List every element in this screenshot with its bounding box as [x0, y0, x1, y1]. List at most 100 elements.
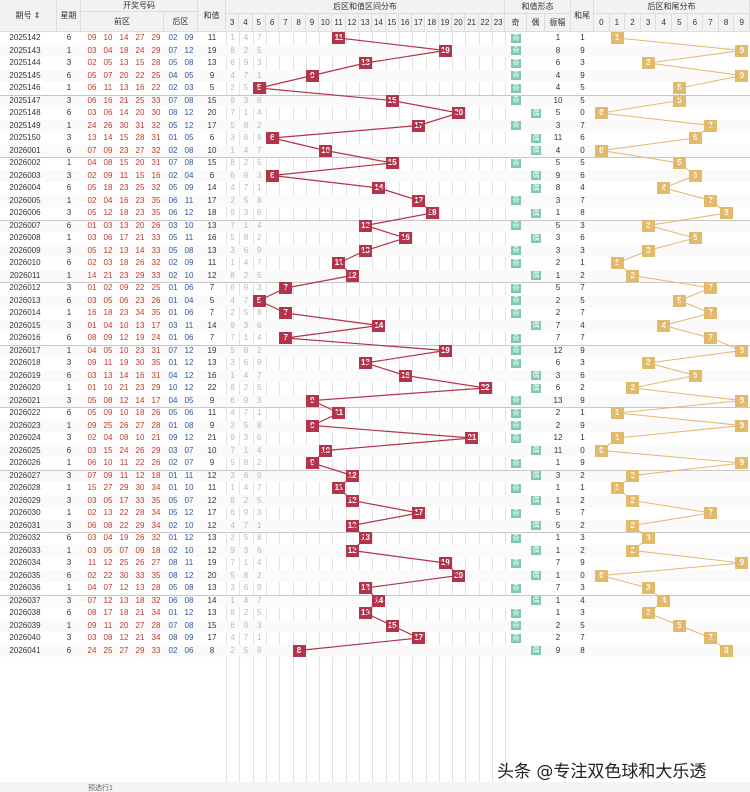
header-back: 后区 — [164, 12, 198, 32]
front-number: 14 — [135, 245, 145, 255]
header-sum-label: 和值 — [203, 11, 220, 20]
tail-col-label: 2 — [630, 18, 635, 27]
tail-marker: 0 — [595, 144, 608, 157]
period-cell: 2026029 — [9, 495, 41, 505]
sum-miss-count: 5 — [257, 270, 262, 280]
sum-miss-count: 3 — [230, 245, 235, 255]
front-number: 31 — [151, 345, 161, 355]
sum-miss-count: 7 — [243, 408, 249, 417]
footer-label[interactable]: 预选行1 — [88, 785, 113, 792]
back-number: 08 — [184, 595, 194, 605]
front-number: 11 — [87, 558, 97, 567]
sum-col-label: 13 — [360, 18, 370, 27]
front-number: 21 — [151, 433, 161, 442]
header-sum-shape: 和值形态 — [505, 0, 571, 14]
amplitude-value: 7 — [555, 583, 561, 592]
front-number: 24 — [135, 45, 145, 55]
sum-miss-count: 4 — [257, 108, 262, 117]
sum-miss-count: 2 — [230, 420, 235, 430]
weekday-cell: 3 — [66, 358, 72, 367]
front-number: 23 — [119, 145, 129, 155]
tail-marker: 2 — [626, 519, 640, 532]
sum-miss-count: 8 — [257, 645, 262, 655]
back-number: 05 — [168, 183, 178, 192]
front-number: 29 — [151, 45, 161, 55]
tail-col-label: 1 — [614, 18, 620, 27]
tail-marker: 1 — [610, 32, 624, 44]
amplitude-value: 1 — [555, 270, 561, 280]
front-number: 12 — [103, 245, 113, 255]
front-number: 07 — [103, 70, 113, 80]
sum-marker: 13 — [359, 57, 372, 69]
period-cell: 2026039 — [9, 620, 41, 630]
sum-value: 5 — [209, 83, 215, 92]
front-number: 18 — [103, 308, 113, 317]
tail-marker: 3 — [641, 607, 655, 619]
front-number: 01 — [87, 383, 97, 392]
amplitude-value: 6 — [555, 58, 561, 67]
sum-miss-count: 4 — [257, 220, 262, 230]
sum-value: 6 — [209, 133, 215, 142]
sum-miss-count: 1 — [243, 220, 249, 230]
amplitude-value: 3 — [555, 470, 561, 480]
sum-miss-count: 7 — [257, 370, 262, 380]
sum-marker: 7 — [279, 332, 293, 344]
sum-miss-count: 1 — [257, 70, 262, 80]
back-number: 02 — [168, 270, 178, 280]
front-number: 29 — [151, 33, 161, 42]
front-number: 01 — [87, 320, 97, 330]
weekday-cell: 3 — [66, 520, 72, 530]
sum-col-label: 15 — [387, 18, 397, 27]
sort-arrows-icon[interactable]: ⇕ — [33, 11, 41, 20]
tail-marker: 6 — [688, 369, 702, 382]
sum-col-header: 5 — [252, 14, 266, 32]
back-number: 09 — [184, 183, 194, 192]
front-number: 32 — [151, 120, 161, 130]
sum-miss-count: 1 — [257, 633, 262, 642]
sum-value: 15 — [207, 158, 217, 167]
sum-col-label: 3 — [229, 18, 235, 27]
front-number: 27 — [135, 145, 145, 155]
sum-marker: 20 — [452, 569, 466, 582]
tail-value: 1 — [580, 408, 585, 417]
period-cell: 2026003 — [9, 170, 41, 180]
front-number: 02 — [87, 195, 97, 205]
tail-value: 9 — [580, 70, 585, 80]
sum-miss-count: 6 — [243, 470, 249, 480]
sum-value: 11 — [207, 258, 217, 267]
back-number: 10 — [184, 483, 194, 492]
sum-miss-count: 3 — [257, 283, 262, 292]
amplitude-value: 1 — [555, 533, 561, 542]
front-number: 11 — [103, 358, 113, 367]
sum-miss-count: 6 — [243, 583, 249, 592]
sum-miss-count: 5 — [243, 83, 249, 92]
sum-miss-count: 9 — [243, 508, 249, 517]
tail-col-header: 9 — [734, 14, 750, 32]
sum-value: 12 — [207, 495, 217, 505]
sum-miss-count: 3 — [243, 208, 249, 217]
sum-marker: 16 — [398, 369, 412, 382]
amplitude-value: 2 — [555, 408, 561, 417]
weekday-cell: 3 — [66, 470, 72, 480]
front-number: 20 — [135, 108, 145, 117]
front-number: 22 — [103, 570, 113, 580]
odd-shape-marker: 奇 — [511, 158, 521, 168]
sum-miss-count: 6 — [230, 395, 235, 405]
front-number: 22 — [135, 70, 145, 80]
back-number: 01 — [168, 470, 178, 480]
back-number: 09 — [184, 633, 194, 642]
front-number: 35 — [151, 358, 161, 367]
sum-miss-count: 9 — [243, 170, 249, 180]
amplitude-value: 3 — [555, 245, 561, 255]
front-number: 10 — [103, 383, 113, 392]
tail-col-header: 1 — [609, 14, 626, 32]
odd-shape-marker: 奇 — [511, 433, 521, 443]
header-weekday-label: 星期 — [60, 11, 77, 20]
front-number: 07 — [87, 470, 97, 480]
back-number: 12 — [184, 433, 194, 442]
back-number: 12 — [184, 508, 194, 517]
header-period[interactable]: 期号 ⇕ — [0, 0, 57, 32]
front-number: 05 — [87, 208, 97, 217]
front-number: 30 — [135, 483, 145, 492]
sum-col-header: 10 — [319, 14, 333, 32]
